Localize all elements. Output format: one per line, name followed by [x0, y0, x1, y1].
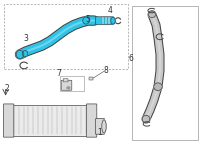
- Text: 2: 2: [5, 84, 9, 93]
- Text: 5: 5: [86, 15, 90, 24]
- Ellipse shape: [22, 51, 28, 57]
- FancyBboxPatch shape: [89, 77, 93, 80]
- Bar: [132, 6, 198, 140]
- Ellipse shape: [142, 115, 150, 123]
- Bar: [60, 76, 84, 91]
- Text: 1: 1: [98, 128, 102, 137]
- FancyBboxPatch shape: [61, 80, 72, 90]
- FancyBboxPatch shape: [63, 79, 68, 82]
- FancyBboxPatch shape: [95, 17, 114, 25]
- Text: 4: 4: [108, 6, 112, 15]
- FancyBboxPatch shape: [3, 104, 14, 137]
- Ellipse shape: [148, 12, 156, 18]
- Text: 8: 8: [104, 66, 108, 75]
- Ellipse shape: [83, 17, 89, 24]
- Ellipse shape: [154, 83, 162, 91]
- FancyBboxPatch shape: [86, 104, 97, 137]
- FancyBboxPatch shape: [95, 119, 105, 134]
- Text: 6: 6: [129, 54, 133, 63]
- FancyBboxPatch shape: [102, 17, 104, 24]
- Ellipse shape: [102, 120, 106, 133]
- FancyBboxPatch shape: [11, 105, 89, 136]
- Ellipse shape: [16, 50, 24, 59]
- FancyBboxPatch shape: [105, 17, 107, 24]
- Ellipse shape: [111, 17, 115, 24]
- Circle shape: [67, 87, 70, 89]
- Bar: [4, 4, 128, 69]
- Text: 3: 3: [24, 34, 28, 43]
- Text: 7: 7: [57, 69, 61, 78]
- FancyBboxPatch shape: [108, 17, 110, 24]
